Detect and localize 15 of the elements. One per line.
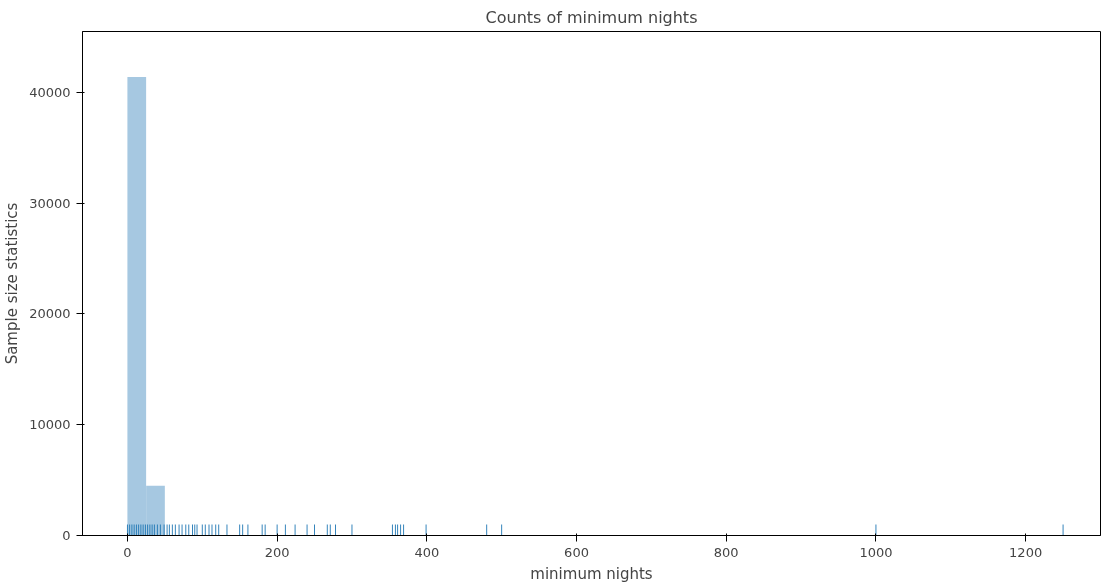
x-tick-label: 1000 [859, 544, 893, 560]
x-tick-label: 600 [564, 544, 589, 560]
x-axis-title: minimum nights [530, 564, 653, 583]
chart-title: Counts of minimum nights [485, 7, 698, 27]
y-tick-label: 40000 [29, 84, 71, 100]
y-tick-label: 10000 [29, 417, 71, 433]
x-tick-label: 200 [264, 544, 290, 560]
y-tick-label: 0 [62, 528, 71, 543]
y-tick-label: 30000 [29, 195, 71, 211]
x-tick-label: 0 [123, 544, 132, 560]
x-tick-label: 1200 [1009, 544, 1043, 560]
x-tick-label: 800 [713, 544, 739, 560]
x-tick-label: 400 [414, 544, 440, 560]
y-tick-label: 20000 [29, 306, 71, 322]
y-axis-title: Sample size statistics [3, 202, 22, 365]
